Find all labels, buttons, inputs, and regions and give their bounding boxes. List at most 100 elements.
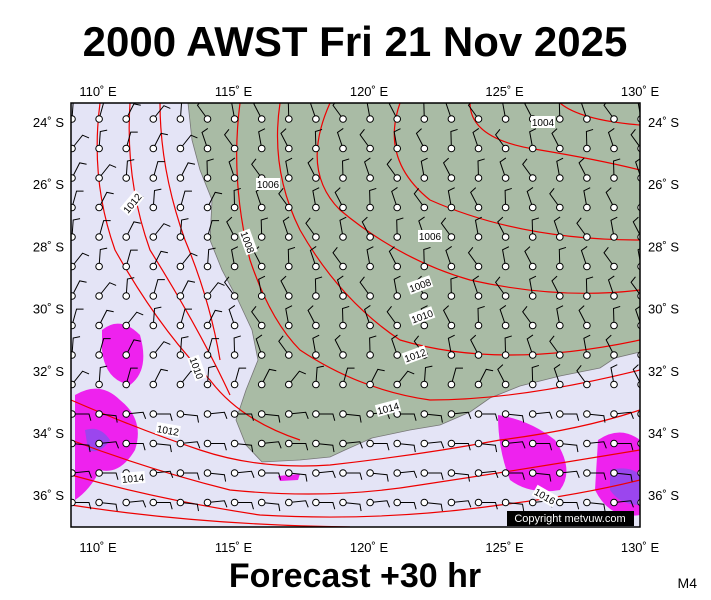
wind-station	[583, 262, 591, 271]
wind-barb	[603, 246, 615, 267]
wind-station	[637, 115, 640, 123]
wind-barb	[342, 367, 355, 385]
wind-station	[95, 233, 103, 241]
wind-station	[312, 469, 320, 477]
wind-barb	[478, 443, 498, 453]
isobar-label: 1004	[532, 118, 555, 129]
wind-station	[474, 439, 483, 448]
wind-barb	[71, 190, 84, 208]
wind-barb	[603, 103, 615, 120]
wind-station	[556, 410, 564, 418]
wind-barb	[152, 306, 162, 326]
wind-barb	[447, 187, 455, 208]
wind-station	[176, 351, 185, 359]
wind-station	[447, 203, 456, 212]
wind-barb	[71, 252, 90, 267]
wind-barb	[258, 128, 266, 149]
wind-station	[285, 498, 293, 507]
wind-station	[638, 529, 645, 536]
isobar-label-bg	[256, 178, 280, 190]
wind-barb	[334, 334, 344, 356]
wind-station	[339, 321, 347, 330]
wind-station	[556, 292, 564, 300]
wind-barb	[586, 502, 606, 512]
wind-barb	[442, 305, 452, 326]
isobar-label-group: 1006	[256, 178, 280, 191]
wind-barb	[451, 532, 470, 539]
wind-station	[393, 233, 402, 241]
wind-barb	[553, 216, 561, 238]
wind-barb	[207, 309, 223, 326]
wind-station	[312, 144, 320, 153]
wind-station	[71, 144, 76, 153]
wind-barb	[71, 280, 87, 297]
wind-barb	[532, 443, 553, 451]
wind-station	[339, 174, 347, 182]
wind-station	[556, 439, 564, 448]
wind-barb	[234, 470, 255, 479]
wind-barb	[152, 279, 165, 297]
wind-barb	[153, 532, 171, 541]
wind-station	[528, 410, 537, 418]
wind-barb	[641, 336, 648, 355]
wind-barb	[470, 334, 479, 356]
wind-station	[230, 498, 239, 507]
wind-station	[637, 174, 640, 182]
wind-barb	[641, 444, 659, 453]
wind-station	[285, 115, 293, 123]
wind-station	[474, 144, 483, 153]
wind-barb	[641, 503, 660, 510]
wind-station	[176, 292, 185, 300]
wind-station	[339, 469, 347, 477]
lon-label: 115˚ E	[215, 540, 253, 555]
wind-barb	[180, 413, 199, 423]
wind-station	[149, 233, 158, 241]
wind-station	[447, 174, 456, 182]
wind-station	[176, 233, 185, 241]
wind-barb	[477, 305, 485, 326]
wind-station	[285, 321, 293, 330]
wind-barb	[98, 282, 117, 297]
wind-barb	[179, 280, 196, 297]
wind-barb	[343, 472, 363, 480]
lat-label: 32˚ S	[648, 364, 679, 379]
wind-barb	[288, 500, 309, 508]
wind-station	[285, 262, 293, 271]
wind-barb	[180, 441, 201, 449]
wind-barb	[98, 220, 111, 238]
wind-station	[122, 351, 130, 359]
wind-barb	[253, 103, 263, 120]
wind-station	[176, 439, 185, 448]
wind-barb	[71, 443, 91, 453]
wind-station	[501, 351, 510, 359]
wind-barb	[315, 443, 335, 453]
wind-barb	[315, 413, 336, 421]
wind-station	[312, 262, 320, 271]
wind-station	[474, 321, 483, 330]
wind-station	[95, 144, 103, 153]
isobar-label-bg	[401, 345, 429, 365]
wind-station	[257, 115, 266, 123]
wind-barb	[551, 275, 561, 297]
wind-station	[393, 498, 402, 507]
wind-station	[583, 144, 591, 153]
wind-barb	[607, 128, 615, 149]
wind-station	[556, 144, 564, 153]
wind-barb	[71, 308, 84, 326]
wind-barb	[532, 472, 552, 482]
lat-label: 34˚ S	[648, 426, 679, 441]
isobar-label-bg	[418, 230, 442, 242]
wind-station	[257, 233, 266, 241]
wind-station	[96, 529, 103, 536]
lon-label: 130˚ E	[621, 540, 660, 555]
wind-station	[231, 529, 238, 536]
wind-station	[420, 410, 429, 418]
wind-station	[149, 410, 158, 418]
copyright-bg	[507, 511, 634, 526]
wind-station	[122, 410, 130, 418]
wind-station	[339, 410, 347, 418]
wind-station	[312, 410, 320, 418]
wind-barb	[450, 128, 458, 149]
wind-station	[149, 439, 158, 448]
wind-station	[637, 144, 640, 153]
